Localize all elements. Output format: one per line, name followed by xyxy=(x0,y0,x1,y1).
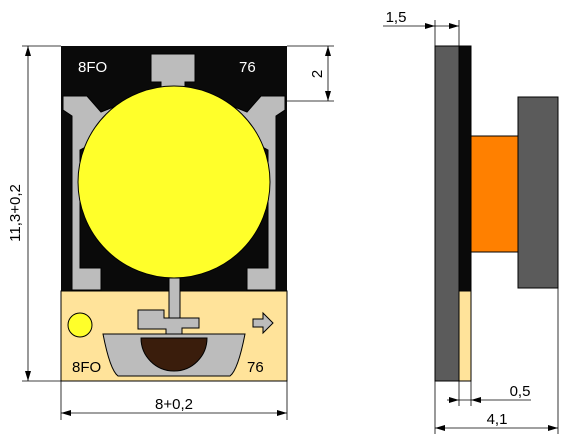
top-offset-label: 2 xyxy=(309,70,326,78)
terminal-stem xyxy=(168,277,181,323)
side-black-layer xyxy=(458,45,472,292)
front-view: 8FO 76 8FO 76 xyxy=(60,46,288,382)
base-layer-label: 0,5 xyxy=(510,383,531,400)
bottom-code-right: 76 xyxy=(247,359,264,376)
side-lens-housing xyxy=(517,96,559,289)
side-dimensions xyxy=(383,20,559,434)
terminal-contact xyxy=(137,309,200,338)
direction-arrow-icon xyxy=(252,311,274,335)
led-disc xyxy=(77,85,271,279)
top-code-left: 8FO xyxy=(78,59,107,76)
top-code-right: 76 xyxy=(239,59,256,76)
total-depth-label: 4,1 xyxy=(487,411,508,428)
side-base-plate xyxy=(434,45,460,382)
side-orange-core xyxy=(470,135,519,253)
side-yellow-layer xyxy=(458,290,472,382)
side-thickness-label: 1,5 xyxy=(386,9,407,26)
indicator-dot xyxy=(67,312,93,338)
bottom-code-left: 8FO xyxy=(72,359,101,376)
height-label: 11,3+0,2 xyxy=(7,184,24,242)
left-metal-frame xyxy=(62,95,122,291)
side-view xyxy=(434,45,559,382)
front-dimensions xyxy=(22,45,334,420)
lens-cavity-inner xyxy=(140,337,208,372)
right-metal-frame xyxy=(226,95,286,291)
width-label: 8+0,2 xyxy=(155,396,193,413)
